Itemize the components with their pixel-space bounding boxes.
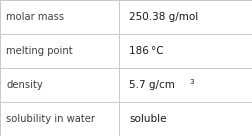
Text: molar mass: molar mass — [6, 12, 65, 22]
Text: solubility in water: solubility in water — [6, 114, 95, 124]
Text: 5.7 g/cm: 5.7 g/cm — [129, 80, 175, 90]
Text: 186 °C: 186 °C — [129, 46, 164, 56]
Text: soluble: soluble — [129, 114, 167, 124]
Text: 250.38 g/mol: 250.38 g/mol — [129, 12, 198, 22]
Text: 3: 3 — [190, 78, 194, 84]
Text: melting point: melting point — [6, 46, 73, 56]
Text: density: density — [6, 80, 43, 90]
